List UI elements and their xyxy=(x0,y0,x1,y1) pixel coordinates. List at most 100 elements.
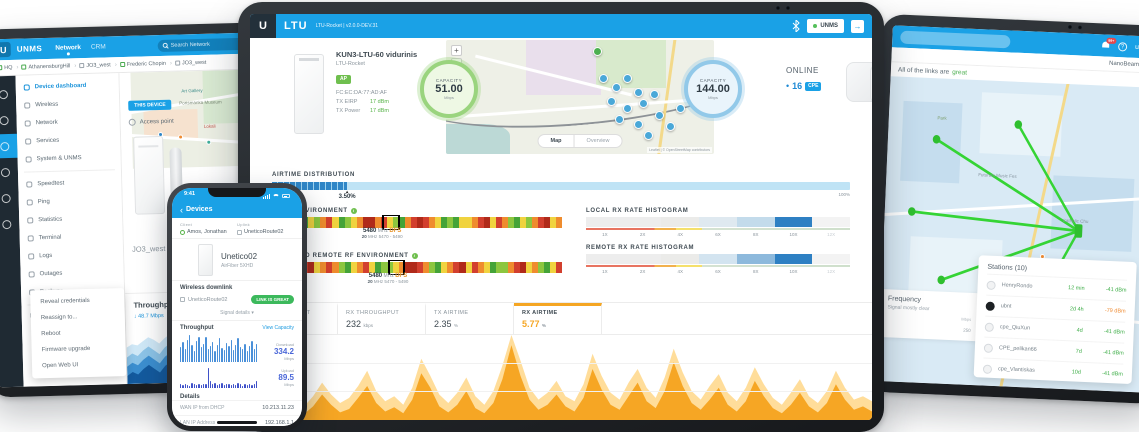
cpe-marker[interactable] xyxy=(612,83,622,93)
ap-device-photo xyxy=(294,54,324,134)
histogram-tick-label: 6X xyxy=(715,269,721,274)
top-nav-item[interactable]: Network xyxy=(54,42,82,54)
breadcrumb-item[interactable]: AthanensburgHill › xyxy=(21,63,76,70)
top-nav: Network CRM xyxy=(54,41,107,53)
signal-value: -41 dBm xyxy=(1102,349,1124,357)
histogram-tick-label: 2X xyxy=(639,232,646,237)
breadcrumb-item[interactable]: JO3_west › xyxy=(174,59,206,66)
stations-list: HenryRondo 12 min -41 dBm ubnt 2d 4h -79… xyxy=(982,273,1128,385)
app-brand: LTU xyxy=(284,20,308,32)
rf-spectrum-bar xyxy=(272,215,563,230)
cpe-marker[interactable] xyxy=(633,119,643,129)
station-avatar xyxy=(982,364,993,374)
cpe-dot: • xyxy=(786,81,790,91)
rail-icon[interactable] xyxy=(0,212,20,237)
histogram-tick-label: 1X xyxy=(602,232,608,237)
rail-icon[interactable] xyxy=(0,186,19,211)
home-indicator[interactable] xyxy=(217,421,257,424)
map-attribution: Leaflet | © OpenStreetMap contributors xyxy=(647,147,712,153)
breadcrumb-item[interactable]: HQ › xyxy=(0,64,19,71)
cpe-marker[interactable] xyxy=(638,99,648,109)
phone-notch xyxy=(208,188,266,197)
help-icon[interactable]: ? xyxy=(1117,41,1128,52)
cpe-marker[interactable] xyxy=(676,103,686,113)
overview-button[interactable]: Overview xyxy=(586,138,610,144)
client-uplink-row: Client Amos, Jonathan Uplink UneticoRout… xyxy=(172,218,302,239)
dfs-flag: DFS xyxy=(389,228,402,234)
user-menu[interactable]: ubnt ▾ xyxy=(1134,43,1139,51)
cpe-marker[interactable] xyxy=(665,122,675,132)
menu-item[interactable]: Open Web UI xyxy=(41,362,79,370)
map-button[interactable]: Map xyxy=(539,135,575,147)
signal-value: -41 dBm xyxy=(1101,370,1124,378)
channel-marker xyxy=(388,260,406,275)
device-info: KUN3-LTU-60 vidurinis LTU-Rocket AP FC:E… xyxy=(336,50,444,114)
nav-title[interactable]: Devices xyxy=(186,206,213,213)
sidebar-item[interactable]: System & UNMS xyxy=(17,148,120,169)
logout-icon[interactable]: → xyxy=(851,19,864,33)
cpe-marker[interactable] xyxy=(649,90,659,100)
cpe-marker[interactable] xyxy=(644,131,654,141)
status-bar: 9:41 xyxy=(172,188,302,201)
unms-connect-button[interactable]: UNMS xyxy=(807,19,844,33)
zoom-in-button[interactable]: + xyxy=(451,45,462,56)
wireless-downlink-title: Wireless downlink xyxy=(180,285,233,291)
sidebar-separator xyxy=(23,169,115,173)
frequency-panel: Frequency Signal mostly clear Mbps 250 xyxy=(879,289,980,342)
stat-tab[interactable]: TX AIRTIME 2.35 % xyxy=(426,303,514,334)
rail-icon[interactable] xyxy=(0,133,18,159)
histogram-tick-label: 6X xyxy=(715,232,721,237)
breadcrumb-item[interactable]: JO3_west › xyxy=(79,62,117,69)
search-box[interactable] xyxy=(900,30,1011,48)
back-icon[interactable]: ‹ xyxy=(180,204,183,215)
device-name: Unetico02 xyxy=(221,251,258,261)
info-icon[interactable]: i xyxy=(411,253,418,259)
top-nav-item[interactable]: CRM xyxy=(90,43,106,51)
rail-icon[interactable] xyxy=(0,108,17,133)
signal-details-toggle[interactable]: Signal details ▾ xyxy=(172,307,302,321)
channel-marker xyxy=(382,215,400,230)
cpe-marker[interactable] xyxy=(614,115,624,125)
notifications-bell-icon[interactable]: 99+ xyxy=(1102,37,1117,49)
remote-rx-rate-histogram: REMOTE RX RATE HISTOGRAM 1X 2X 4X 6X 8X 10X 12… xyxy=(586,245,851,274)
download-stat: Download 334.2 Mbps xyxy=(273,342,294,361)
view-capacity-link[interactable]: View Capacity xyxy=(262,325,294,331)
cpe-marker[interactable] xyxy=(598,74,608,84)
breadcrumb-separator-icon: › xyxy=(16,64,19,71)
stat-tab[interactable]: RX AIRTIME 5.77 % xyxy=(514,303,602,334)
camera-dot xyxy=(1077,25,1083,30)
firmware-version: LTU-Rocket | v2.0.0-DEV.31 xyxy=(315,23,379,29)
coverage-map[interactable]: + − Map Overview Leaflet | © OpenStreetM… xyxy=(446,40,714,154)
bluetooth-icon[interactable] xyxy=(792,20,801,32)
search-box[interactable] xyxy=(157,37,244,52)
throughput-title: Throughput xyxy=(180,325,214,331)
camera-dot xyxy=(1067,24,1073,30)
signal-value: -41 dBm xyxy=(1105,286,1127,294)
device-type: Access point xyxy=(128,118,174,126)
phone: 9:41 ‹ Devices Client Amos, Jonath xyxy=(167,183,307,431)
upload-bar-chart xyxy=(180,366,258,388)
rail-icon[interactable] xyxy=(0,82,16,107)
map-label: Catholic Chu xyxy=(1062,218,1089,225)
cpe-marker[interactable] xyxy=(593,46,603,56)
cpe-marker[interactable] xyxy=(622,103,632,113)
station-avatar xyxy=(985,301,995,311)
cpe-marker[interactable] xyxy=(606,97,616,106)
stat-tab[interactable]: RX THROUGHPUT 232 kbps xyxy=(338,303,426,334)
cpe-marker[interactable] xyxy=(622,74,632,84)
search-input[interactable] xyxy=(170,40,241,49)
mobile-body: Client Amos, Jonathan Uplink UneticoRout… xyxy=(172,218,302,426)
sidebar-item-icon xyxy=(26,199,33,206)
info-icon[interactable]: i xyxy=(350,208,357,214)
cpe-marker[interactable] xyxy=(655,110,665,120)
ubiquiti-logo: U xyxy=(0,41,11,58)
device-card[interactable]: Unetico02 AirFiber 5XHD xyxy=(172,239,302,281)
breadcrumb-item[interactable]: Frederic Chopin › xyxy=(119,60,172,67)
access-point-icon xyxy=(128,118,136,126)
rail-icon[interactable] xyxy=(0,160,18,185)
ltu-body: KUN3-LTU-60 vidurinis LTU-Rocket AP FC:E… xyxy=(250,38,872,420)
downlink-capacity-gauge: CAPACITY 51.00 Mbps xyxy=(420,60,478,118)
cpe-marker[interactable] xyxy=(633,87,643,97)
